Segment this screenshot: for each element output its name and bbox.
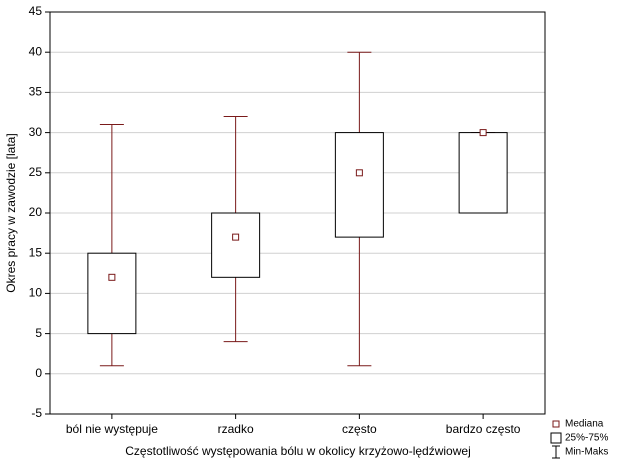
x-tick-label: bardzo często — [446, 422, 521, 436]
box — [211, 212, 261, 278]
legend-label: Mediana — [565, 419, 604, 430]
x-tick-label: często — [342, 422, 377, 436]
x-tick-label: ból nie występuje — [66, 422, 158, 436]
median-marker — [108, 273, 116, 281]
legend-label: 25%-75% — [565, 433, 608, 444]
y-tick-label: 10 — [29, 286, 43, 300]
x-axis-title: Częstotliwość występowania bólu w okolic… — [125, 444, 470, 458]
y-tick-label: 40 — [29, 44, 43, 58]
median-marker — [479, 129, 487, 137]
y-tick-label: 30 — [29, 125, 43, 139]
legend-label: Min-Maks — [565, 447, 608, 458]
y-tick-label: 35 — [29, 85, 43, 99]
y-tick-label: 25 — [29, 165, 43, 179]
y-tick-label: 0 — [35, 366, 42, 380]
y-axis-title: Okres pracy w zawodzie [lata] — [4, 133, 18, 292]
y-tick-label: 20 — [29, 205, 43, 219]
box — [87, 252, 137, 335]
plot-frame — [49, 11, 546, 415]
y-tick-label: -5 — [31, 406, 42, 420]
x-tick-label: rzadko — [218, 422, 254, 436]
y-tick-label: 45 — [29, 4, 43, 18]
legend-symbol — [550, 432, 562, 444]
y-tick-label: 5 — [35, 326, 42, 340]
box — [334, 132, 384, 238]
y-tick-label: 15 — [29, 245, 43, 259]
legend-symbol — [552, 420, 560, 428]
median-marker — [355, 169, 363, 177]
median-marker — [232, 233, 240, 241]
box — [458, 132, 508, 214]
